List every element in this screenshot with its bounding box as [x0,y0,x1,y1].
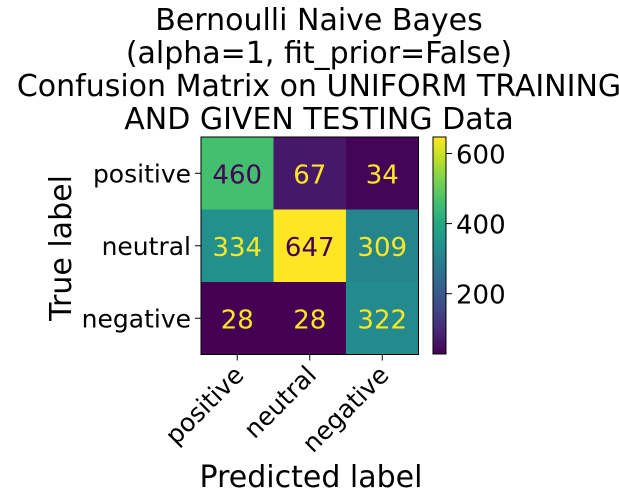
chart-title-line: Confusion Matrix on UNIFORM TRAINING [17,69,619,104]
heatmap-cell-value: 28 [221,305,254,335]
colorbar-tick-label: 600 [456,140,506,170]
heatmap-cell-value: 334 [212,233,262,263]
heatmap-cell [273,209,347,283]
heatmap-cell-value: 647 [285,233,335,263]
heatmap-cell [346,282,419,355]
heatmap-cell [346,209,419,283]
heatmap-cell-value: 322 [357,305,407,335]
heatmap-cell [273,137,347,210]
heatmap-cell [201,137,274,210]
colorbar-tick-label: 400 [456,211,506,241]
x-axis-label: Predicted label [200,460,423,495]
heatmap-cells [201,137,419,355]
heatmap-cell [346,137,419,210]
heatmap-cell-labels: 460 67 34 334 647 309 28 28 322 [212,160,407,335]
heatmap-cell-value: 460 [212,160,262,190]
chart-title-line: (alpha=1, fit_prior=False) [126,36,512,71]
heatmap-cell [201,282,274,355]
heatmap-cell-value: 28 [293,305,326,335]
chart-title-line: Bernoulli Naive Bayes [155,3,482,38]
heatmap-cell [273,282,347,355]
y-tick-label: positive [93,159,191,188]
y-axis-label: True label [44,175,79,322]
heatmap-cell-value: 34 [366,160,399,190]
chart-title-line: AND GIVEN TESTING Data [124,102,514,137]
chart-title: Bernoulli Naive Bayes(alpha=1, fit_prior… [17,3,619,137]
y-tick-label: neutral [102,232,191,261]
heatmap-cell-value: 309 [357,233,407,263]
x-tick-label: positive [160,360,250,450]
heatmap-cell [201,209,274,283]
colorbar-gradient [432,136,447,355]
heatmap-cell-value: 67 [293,160,326,190]
colorbar: 200 400 600 [432,136,506,355]
colorbar-tick-label: 200 [456,281,506,311]
y-tick-label: negative [82,304,191,333]
